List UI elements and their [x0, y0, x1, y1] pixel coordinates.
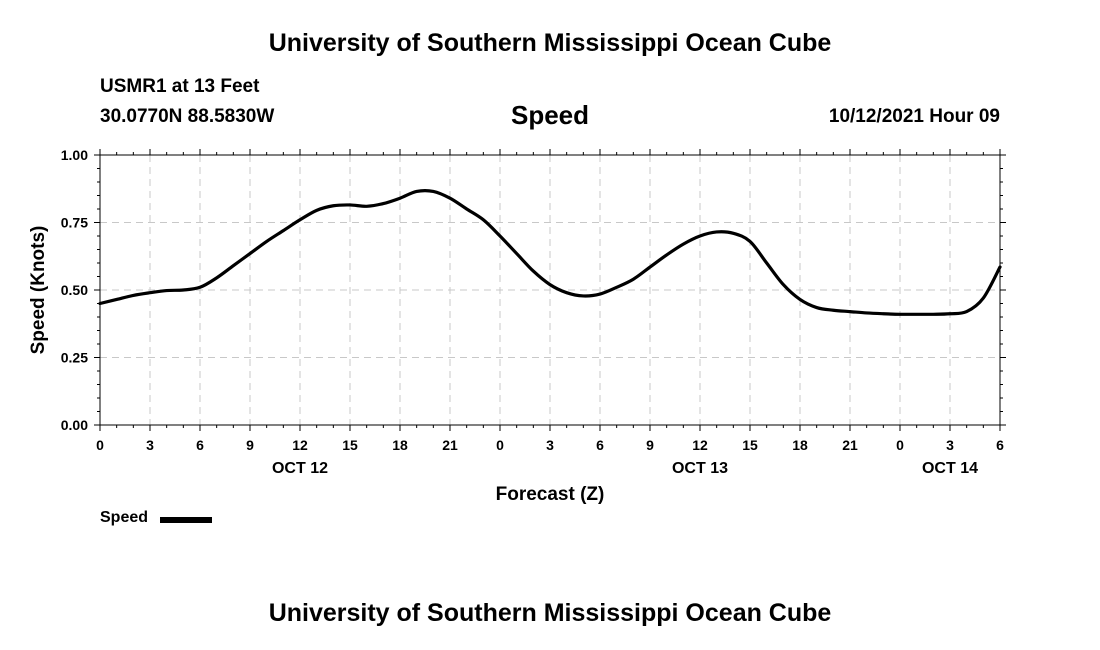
y-axis-label: Speed (Knots) — [28, 226, 49, 355]
y-tick-label: 0.00 — [61, 417, 88, 433]
station-label: USMR1 at 13 Feet — [100, 76, 260, 97]
x-tick-label: 21 — [442, 437, 458, 453]
x-tick-label: 0 — [96, 437, 104, 453]
date-label: OCT 14 — [922, 460, 978, 477]
y-tick-label: 0.50 — [61, 282, 88, 298]
y-tick-label: 0.75 — [61, 215, 88, 231]
x-tick-label: 9 — [246, 437, 254, 453]
x-tick-label: 21 — [842, 437, 858, 453]
x-tick-label: 12 — [292, 437, 308, 453]
footer-title: University of Southern Mississippi Ocean… — [268, 599, 832, 627]
series-line-speed — [98, 189, 1002, 316]
x-tick-label: 9 — [646, 437, 654, 453]
y-tick-label: 1.00 — [61, 147, 88, 163]
x-tick-label: 0 — [496, 437, 504, 453]
coordinates-label: 30.0770N 88.5830W — [100, 106, 275, 127]
timestamp-label: 10/12/2021 Hour 09 — [828, 106, 1000, 127]
x-tick-label: 18 — [392, 437, 408, 453]
x-tick-label: 3 — [546, 437, 554, 453]
legend-label: Speed — [100, 509, 149, 526]
x-tick-label: 12 — [692, 437, 708, 453]
x-tick-label: 6 — [996, 437, 1004, 453]
grid — [100, 155, 1000, 425]
x-tick-label: 18 — [792, 437, 808, 453]
series-layer — [98, 189, 1002, 316]
x-tick-label: 15 — [342, 437, 358, 453]
x-tick-label: 3 — [946, 437, 954, 453]
axes — [94, 149, 1006, 431]
x-tick-label: 0 — [896, 437, 904, 453]
date-label: OCT 13 — [672, 460, 728, 477]
axis-labels: 0 3 6 9 12 15 18 21 0 3 6 9 12 15 18 21 0 3 6 OCT 12 OCT 13 O… — [28, 147, 1004, 505]
legend-swatch — [160, 517, 212, 523]
x-tick-label: 15 — [742, 437, 758, 453]
date-label: OCT 12 — [272, 460, 328, 477]
x-tick-label: 6 — [196, 437, 204, 453]
y-tick-label: 0.25 — [61, 350, 88, 366]
page-title: University of Southern Mississippi Ocean… — [268, 29, 832, 57]
x-tick-label: 3 — [146, 437, 154, 453]
chart-title: Speed — [510, 100, 590, 130]
x-tick-label: 6 — [596, 437, 604, 453]
x-axis-label: Forecast (Z) — [496, 484, 605, 505]
